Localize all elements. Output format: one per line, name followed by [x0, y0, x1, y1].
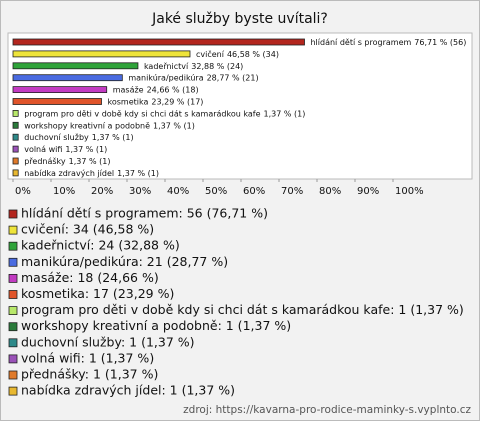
legend-swatch — [8, 306, 18, 316]
legend-swatch — [8, 386, 18, 396]
legend-label: přednášky: 1 (1,37 %) — [21, 367, 158, 382]
plot-area — [7, 32, 473, 180]
legend-label: volná wifi: 1 (1,37 %) — [21, 350, 154, 365]
bar-category: kosmetika — [108, 97, 149, 106]
bar-category: program pro děti v době kdy si chci dát … — [24, 109, 260, 118]
bar-label: cvičení 46,58 % (34) — [196, 48, 279, 58]
bar-value-label: 1,37 % (1) — [264, 109, 306, 118]
bar — [12, 86, 108, 93]
bar-category: workshopy kreativní a podobně — [24, 121, 150, 130]
legend-label: cvičení: 34 (46,58 %) — [21, 222, 154, 237]
bar-value-label: 28,77 % (21) — [207, 73, 259, 82]
bar-category: cvičení — [196, 48, 225, 58]
bar-label: kadeřnictví 32,88 % (24) — [144, 61, 243, 70]
bar-value-label: 46,58 % (34) — [227, 49, 279, 58]
x-tick-label: 70% — [281, 186, 303, 197]
x-tick-label: 80% — [319, 186, 341, 197]
bar-label: manikúra/pedikúra 28,77 % (21) — [128, 73, 258, 82]
x-tick-label: 60% — [243, 186, 265, 197]
bar-category: volná wifi — [24, 145, 62, 154]
bar-label: nabídka zdravých jídel 1,37 % (1) — [24, 168, 159, 177]
bar — [12, 98, 102, 105]
bar-label: přednášky 1,37 % (1) — [24, 156, 110, 166]
bar-category: nabídka zdravých jídel — [24, 168, 114, 177]
bar-label: workshopy kreativní a podobně 1,37 % (1) — [24, 121, 195, 130]
bar-category: přednášky — [24, 156, 66, 166]
legend-label: program pro děti v době kdy si chci dát … — [21, 302, 464, 317]
legend-label: manikúra/pedikúra: 21 (28,77 %) — [21, 254, 228, 269]
x-tick-label: 100% — [395, 186, 424, 197]
legend-label: hlídání dětí s programem: 56 (76,71 %) — [21, 206, 268, 221]
bar — [12, 38, 305, 46]
bar-category: duchovní služby — [24, 133, 89, 142]
bar — [12, 62, 139, 70]
bar — [12, 50, 191, 58]
x-tick-label: 0% — [15, 186, 31, 197]
bar-value-label: 1,37 % (1) — [117, 168, 159, 177]
legend-swatch — [8, 257, 18, 267]
bar-category: manikúra/pedikúra — [128, 73, 203, 82]
bar-value-label: 24,66 % (18) — [147, 85, 199, 94]
bar-value-label: 23,29 % (17) — [151, 97, 203, 106]
legend-swatch — [8, 290, 18, 299]
bar-label: duchovní služby 1,37 % (1) — [24, 133, 133, 142]
legend-label: masáže: 18 (24,66 %) — [21, 270, 159, 285]
bar-value-label: 1,37 % (1) — [92, 133, 134, 142]
bar-value-label: 1,37 % (1) — [153, 121, 195, 130]
legend-label: kadeřnictví: 24 (32,88 %) — [21, 238, 180, 253]
bar-label: masáže 24,66 % (18) — [113, 85, 199, 94]
source: zdroj: https://kavarna-pro-rodice-mamink… — [183, 404, 471, 416]
x-tick-label: 20% — [91, 186, 113, 197]
bar — [12, 157, 19, 165]
bar — [12, 133, 19, 141]
bar-label: hlídání dětí s programem 76,71 % (56) — [310, 38, 466, 47]
x-tick-label: 50% — [205, 186, 227, 197]
x-tick-label: 90% — [357, 186, 379, 197]
bar-value-label: 1,37 % (1) — [65, 145, 107, 154]
legend-swatch — [8, 354, 18, 364]
legend-swatch — [8, 225, 18, 235]
bar — [12, 74, 123, 82]
bar-category: kadeřnictví — [144, 61, 189, 70]
bar-value-label: 1,37 % (1) — [69, 157, 111, 166]
x-tick-label: 10% — [53, 186, 75, 197]
x-tick-label: 30% — [129, 186, 151, 197]
legend-swatch — [8, 273, 18, 283]
legend-swatch — [8, 241, 18, 251]
legend-label: workshopy kreativní a podobně: 1 (1,37 %… — [21, 318, 291, 333]
bar — [12, 110, 19, 117]
bar-label: kosmetika 23,29 % (17) — [108, 97, 204, 106]
bar — [12, 145, 19, 153]
legend-swatch — [8, 370, 18, 380]
legend-swatch — [8, 338, 18, 348]
bar-label: volná wifi 1,37 % (1) — [24, 145, 107, 154]
legend-label: kosmetika: 17 (23,29 %) — [21, 286, 174, 301]
x-tick-label: 40% — [167, 186, 189, 197]
bar-category: hlídání dětí s programem — [310, 38, 411, 47]
legend-label: nabídka zdravých jídel: 1 (1,37 %) — [21, 383, 235, 398]
chart-title: Jaké služby byste uvítali? — [151, 11, 328, 27]
bar-label: program pro děti v době kdy si chci dát … — [24, 109, 305, 118]
bar-category: masáže — [113, 85, 144, 94]
legend-swatch — [8, 209, 18, 219]
bar — [12, 121, 19, 129]
bar-value-label: 76,71 % (56) — [414, 38, 466, 47]
legend-swatch — [8, 322, 18, 332]
legend-label: duchovní služby: 1 (1,37 %) — [21, 334, 195, 349]
bar-value-label: 32,88 % (24) — [191, 61, 243, 70]
bar — [12, 169, 19, 177]
